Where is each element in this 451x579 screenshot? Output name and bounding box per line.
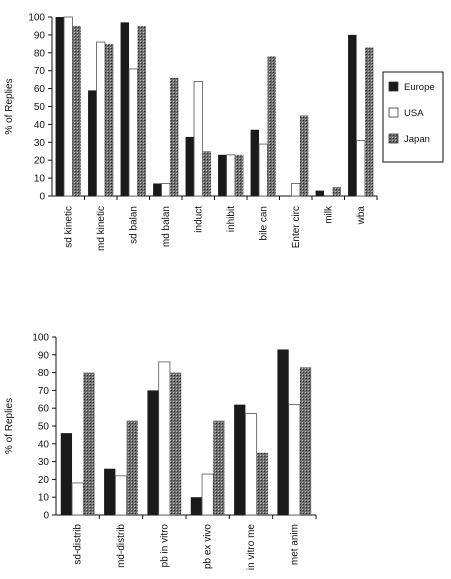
legend-swatch-usa [388, 107, 399, 118]
bar-japan-md-kinetic [104, 43, 114, 196]
bar-europe-pb-ex-vivo [190, 497, 203, 515]
bar-europe-met-anim [277, 349, 289, 515]
bar-japan-bile-can [267, 56, 276, 196]
y-tick-label: 70 [34, 66, 46, 77]
y-axis-title: % of Replies [4, 78, 15, 134]
y-tick-label: 30 [34, 138, 46, 149]
x-tick-label: induct [193, 206, 204, 233]
y-tick-label: 40 [38, 439, 50, 450]
bar-japan-inhibit [234, 154, 244, 196]
bar-europe-wba [348, 34, 357, 197]
y-tick-label: 100 [28, 13, 45, 24]
y-tick-label: 20 [34, 156, 46, 167]
bar-japan-sd-balan [137, 25, 146, 197]
bar-japan-sd-kinetic [72, 25, 81, 197]
y-tick-label: 50 [34, 102, 46, 113]
bar-japan-md-balan [169, 77, 179, 196]
bar-usa-sd-balan [128, 68, 138, 197]
y-tick-label: 80 [34, 48, 46, 59]
y-tick-label: 40 [34, 120, 46, 131]
top-bar-chart: 0 10 20 30 40 50 60 70 80 90 100 % of Replies sd kin… [4, 13, 444, 251]
x-tick-label: met anim [289, 524, 300, 565]
bar-usa-sd-kinetic [63, 16, 73, 197]
y-tick-label: 60 [34, 84, 46, 95]
legend-swatch-europe [388, 81, 399, 92]
bar-usa-wba [356, 140, 366, 197]
bar-usa-sd-distrib [71, 482, 84, 516]
x-tick-label: Enter circ [291, 206, 302, 248]
bar-japan-enter-circ [299, 115, 309, 196]
bar-japan-in-vitro-me [256, 452, 268, 515]
bar-japan-pb-ex-vivo [213, 420, 225, 515]
y-tick-label: 100 [32, 333, 49, 344]
x-tick-label: in vitro me [246, 524, 257, 571]
x-tick-label: inhibit [226, 206, 237, 232]
bar-europe-inhibit [218, 154, 227, 196]
bar-usa-bile-can [258, 143, 268, 197]
bar-japan-met-anim [299, 367, 312, 515]
x-tick-label: pb ex vivo [203, 524, 214, 569]
bar-japan-milk [332, 187, 341, 196]
bar-usa-md-kinetic [96, 41, 106, 197]
bar-usa-md-distrib [114, 475, 128, 516]
legend: Europe USA Japan [382, 71, 444, 163]
x-tick-label: sd kinetic [63, 206, 74, 248]
legend-label-europe: Europe [404, 82, 435, 93]
x-tick-label: md-distrib [116, 524, 127, 568]
legend-label-usa: USA [404, 108, 424, 119]
bar-japan-wba [364, 47, 374, 197]
bar-usa-in-vitro-me [244, 413, 258, 516]
y-axis-title: % of Replies [4, 398, 15, 454]
y-tick-label: 90 [38, 350, 50, 361]
bottom-bar-chart: 0 10 20 30 40 50 60 70 80 90 100 % of Replies sd-dis… [4, 333, 317, 571]
bar-europe-md-balan [153, 183, 162, 196]
x-tick-label: bile can [258, 206, 269, 240]
bar-europe-md-distrib [104, 468, 116, 515]
bar-japan-md-distrib [126, 420, 138, 515]
y-tick-label: 90 [34, 30, 46, 41]
legend-label-japan: Japan [404, 134, 430, 145]
y-tick-label: 60 [38, 404, 50, 415]
x-tick-label: pb in vitro [159, 524, 170, 568]
x-tick-label: md balan [161, 206, 172, 247]
bar-japan-pb-in-vitro [169, 372, 182, 515]
x-tick-label: sd-distrib [73, 524, 84, 565]
bar-europe-bile-can [250, 129, 260, 196]
bar-usa-pb-in-vitro [158, 361, 171, 516]
bar-usa-md-balan [161, 183, 171, 197]
x-tick-label: sd balan [128, 206, 139, 244]
y-tick-label: 0 [39, 192, 45, 203]
legend-swatch-japan [388, 133, 399, 144]
x-tick-label: md kinetic [96, 206, 107, 251]
y-tick-label: 10 [38, 493, 50, 504]
x-tick-label: wba [356, 206, 367, 226]
bar-europe-milk [315, 190, 325, 196]
bar-europe-pb-in-vitro [147, 390, 159, 515]
bar-usa-pb-ex-vivo [201, 473, 214, 516]
y-tick-label: 70 [38, 386, 50, 397]
bar-usa-induct [193, 81, 203, 197]
bar-europe-in-vitro-me [234, 404, 246, 515]
bar-europe-sd-distrib [60, 433, 73, 515]
bar-usa-enter-circ [291, 183, 301, 197]
y-tick-label: 30 [38, 457, 50, 468]
y-tick-label: 80 [38, 368, 50, 379]
y-tick-label: 10 [34, 174, 46, 185]
bar-europe-sd-balan [120, 22, 130, 197]
bar-japan-sd-distrib [83, 372, 95, 515]
bar-japan-induct [202, 151, 211, 196]
bar-usa-inhibit [226, 154, 236, 197]
y-tick-label: 20 [38, 475, 50, 486]
y-tick-label: 50 [38, 422, 50, 433]
x-tick-label: milk [323, 205, 334, 224]
bar-europe-sd-kinetic [55, 17, 65, 196]
bar-europe-md-kinetic [88, 90, 97, 196]
bar-europe-induct [185, 136, 195, 196]
bar-usa-met-anim [288, 404, 301, 516]
y-tick-label: 0 [43, 511, 49, 522]
